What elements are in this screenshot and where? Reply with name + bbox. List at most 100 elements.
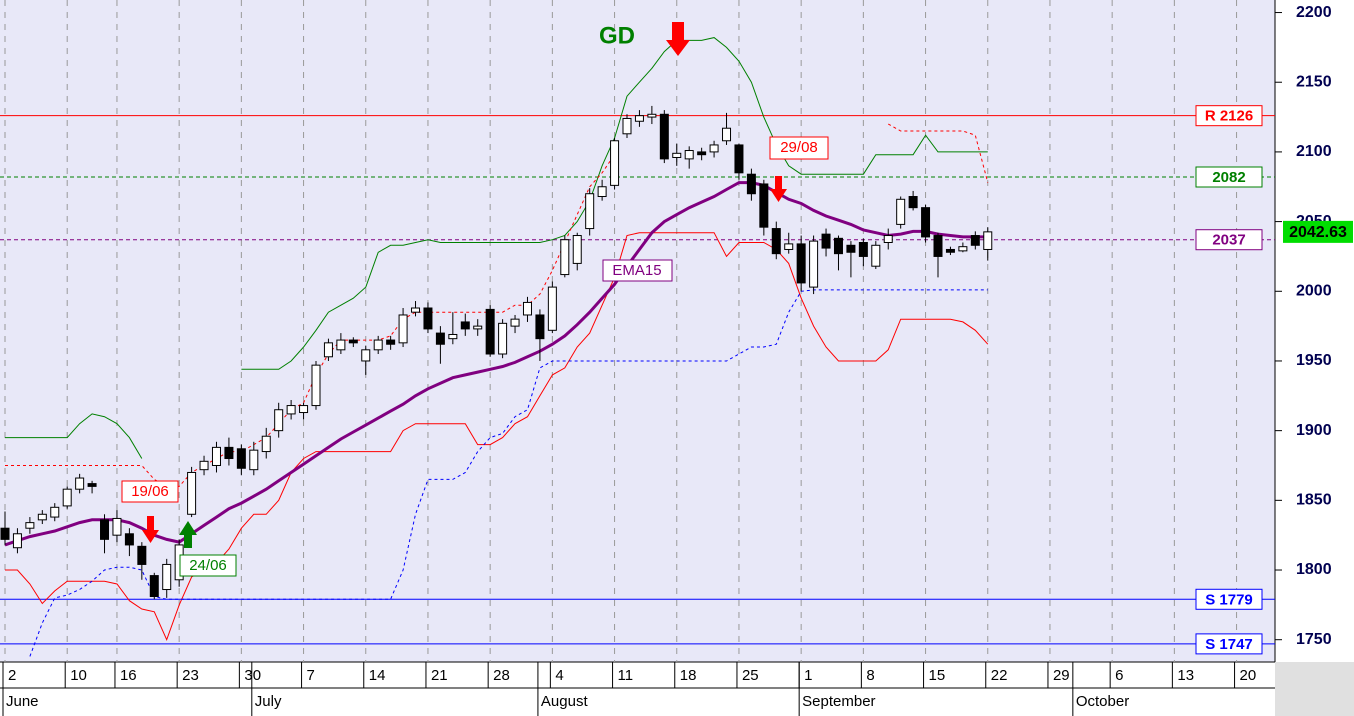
candle-body xyxy=(336,339,346,351)
level-label-box xyxy=(1195,229,1263,251)
candle-body xyxy=(672,152,682,158)
y-tick-label: 1800 xyxy=(1296,561,1332,578)
x-tick-label: 6 xyxy=(1115,667,1123,684)
candle-body xyxy=(821,233,831,249)
candle-body xyxy=(921,207,931,238)
series-label: EMA15 xyxy=(612,262,661,279)
x-axis-panel xyxy=(0,662,1275,716)
candle-body xyxy=(908,196,918,209)
candle-body xyxy=(162,563,172,591)
candle-body xyxy=(0,527,10,540)
candle-body xyxy=(659,113,669,160)
sell-arrow xyxy=(666,22,690,56)
candle-body xyxy=(199,460,209,471)
candle-body xyxy=(535,314,545,340)
candle-body xyxy=(585,193,595,230)
candle-body xyxy=(348,339,358,344)
x-tick-label: 10 xyxy=(70,667,87,684)
x-tick-label: 21 xyxy=(431,667,448,684)
candle-body xyxy=(597,186,607,198)
annotation-label: 24/06 xyxy=(189,557,227,574)
candle-body xyxy=(771,228,781,255)
x-tick-label: 25 xyxy=(742,667,759,684)
candle-body xyxy=(411,307,421,313)
x-tick-label: 23 xyxy=(182,667,199,684)
candle-body xyxy=(75,477,85,490)
candle-body xyxy=(634,115,644,122)
candle-body xyxy=(970,235,980,246)
level-label-box xyxy=(1195,588,1263,610)
x-tick-label: 1 xyxy=(804,667,812,684)
candle-body xyxy=(522,301,532,316)
level-label-box xyxy=(1195,633,1263,655)
month-label: September xyxy=(802,693,875,710)
candle-body xyxy=(709,144,719,153)
candle-body xyxy=(12,533,22,549)
x-tick-label: 28 xyxy=(493,667,510,684)
candle-body xyxy=(124,533,134,546)
candle-body xyxy=(809,240,819,288)
candle-body xyxy=(945,248,955,253)
candle-body xyxy=(833,237,843,255)
candle-body xyxy=(746,173,756,195)
candle-body xyxy=(846,244,856,253)
x-tick-label: 14 xyxy=(369,667,386,684)
candle-body xyxy=(647,113,657,118)
x-tick-label: 8 xyxy=(866,667,874,684)
x-tick-label: 20 xyxy=(1240,667,1257,684)
candle-body xyxy=(62,488,72,507)
annotation-label: 29/08 xyxy=(780,139,818,156)
y-tick-label: 2150 xyxy=(1296,73,1332,90)
y-tick-label: 2000 xyxy=(1296,282,1332,299)
candle-body xyxy=(398,314,408,344)
x-tick-label: 7 xyxy=(307,667,315,684)
x-tick-label: 22 xyxy=(991,667,1008,684)
level-label: R 2126 xyxy=(1205,108,1253,125)
y-tick-label: 1950 xyxy=(1296,352,1332,369)
candle-body xyxy=(236,448,246,469)
candle-body xyxy=(249,449,259,471)
candle-body xyxy=(112,517,122,536)
annotation-box xyxy=(769,136,829,160)
candle-body xyxy=(796,243,806,284)
candle-body xyxy=(373,339,383,351)
candle-body xyxy=(448,333,458,340)
candle-body xyxy=(460,321,470,330)
indicator-line xyxy=(4,181,988,547)
candle-body xyxy=(858,242,868,257)
candle-body xyxy=(423,307,433,330)
series-label-box xyxy=(602,259,673,282)
candle-body xyxy=(572,235,582,264)
candle-body xyxy=(386,339,396,345)
x-tick-label: 2 xyxy=(8,667,16,684)
x-tick-label: 18 xyxy=(680,667,697,684)
candle-body xyxy=(137,545,147,565)
level-label: 2082 xyxy=(1212,169,1245,186)
month-label: August xyxy=(541,693,589,710)
level-label-box xyxy=(1195,166,1263,188)
candle-body xyxy=(274,409,284,432)
candle-body xyxy=(684,150,694,160)
candle-body xyxy=(933,235,943,257)
indicator-line xyxy=(29,289,988,657)
buy-arrow xyxy=(179,521,197,548)
candle-body xyxy=(871,244,881,267)
candle-body xyxy=(211,446,221,466)
candle-body xyxy=(187,471,197,515)
month-label: June xyxy=(6,693,39,710)
candle-body xyxy=(149,575,159,597)
candle-body xyxy=(25,522,35,529)
candle-body xyxy=(485,308,495,355)
candle-body xyxy=(610,140,620,186)
corner xyxy=(1275,662,1354,716)
candle-body xyxy=(722,127,732,142)
candle-body xyxy=(286,405,296,415)
x-tick-label: 4 xyxy=(555,667,563,684)
x-tick-label: 30 xyxy=(244,667,261,684)
candle-body xyxy=(883,235,893,244)
annotation-box xyxy=(179,554,237,577)
candle-body xyxy=(560,239,570,276)
annotation-gd: GD xyxy=(599,22,635,49)
candle-body xyxy=(224,446,234,460)
